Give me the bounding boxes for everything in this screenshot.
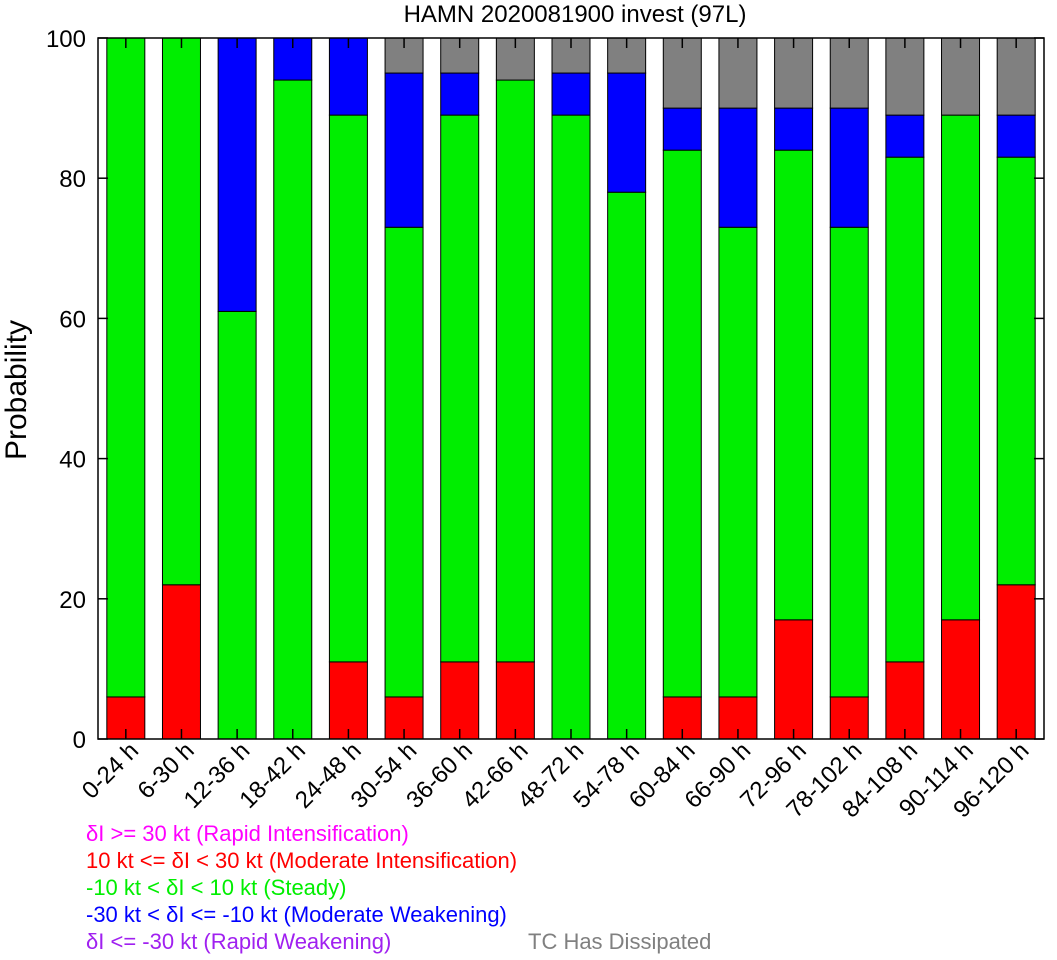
y-tick-label: 40 [59, 447, 86, 474]
bar-segment-12-3 [774, 107, 814, 151]
legend-moderate-intensification: 10 kt <= δI < 30 kt (Moderate Intensific… [86, 848, 518, 873]
bar-segment-6-5 [440, 37, 480, 74]
bar-segment-5-5 [384, 37, 424, 74]
bar-segment-16-2 [996, 156, 1036, 586]
bar-segment-4-2 [328, 114, 368, 663]
bar-segment-3-2 [273, 79, 313, 740]
bar-segment-8-3 [551, 72, 591, 116]
bar-segment-7-1 [495, 661, 535, 740]
bar-segment-8-2 [551, 114, 591, 740]
bar-segment-7-2 [495, 79, 535, 663]
bar-segment-6-1 [440, 661, 480, 740]
bar-segment-9-2 [607, 191, 647, 740]
bar-segment-15-1 [941, 619, 981, 740]
bar-segment-12-1 [774, 619, 814, 740]
chart-title: HAMN 2020081900 invest (97L) [404, 1, 747, 28]
legend-dissipated: TC Has Dissipated [528, 929, 712, 954]
bar-segment-4-3 [328, 37, 368, 116]
bar-segment-14-1 [885, 661, 925, 740]
y-tick-label: 100 [46, 26, 86, 53]
y-tick-label: 20 [59, 587, 86, 614]
bar-segment-12-5 [774, 37, 814, 109]
bar-segment-14-3 [885, 114, 925, 158]
bar-segment-13-3 [829, 107, 869, 228]
bar-segment-11-5 [718, 37, 758, 109]
bar-segment-14-5 [885, 37, 925, 116]
bar-segment-16-1 [996, 584, 1036, 740]
bar-segment-2-3 [217, 37, 257, 312]
bar-segment-6-3 [440, 72, 480, 116]
bar-segment-12-2 [774, 149, 814, 621]
legend-rapid-intensification: δI >= 30 kt (Rapid Intensification) [86, 821, 409, 846]
bar-segment-10-2 [662, 149, 702, 698]
bar-segment-6-2 [440, 114, 480, 663]
bar-segment-10-3 [662, 107, 702, 151]
bar-segment-15-2 [941, 114, 981, 621]
y-tick-label: 80 [59, 166, 86, 193]
bar-segment-9-3 [607, 72, 647, 193]
x-tick-label: 0-24 h [77, 737, 144, 804]
legend-moderate-weakening: -30 kt < δI <= -10 kt (Moderate Weakenin… [86, 902, 507, 927]
legend-rapid-weakening: δI <= -30 kt (Rapid Weakening) [86, 929, 392, 954]
y-tick-label: 60 [59, 306, 86, 333]
bar-segment-11-2 [718, 226, 758, 698]
bar-segment-0-2 [106, 37, 146, 698]
bar-segment-15-5 [941, 37, 981, 116]
bar-segment-2-2 [217, 310, 257, 740]
x-tick-labels: 0-24 h6-30 h12-36 h18-42 h24-48 h30-54 h… [77, 737, 1035, 823]
bar-segment-4-1 [328, 661, 368, 740]
bar-segment-1-2 [161, 37, 201, 586]
bars-group [106, 37, 1036, 740]
bar-segment-1-1 [161, 584, 201, 740]
y-tick-labels: 0 20 40 60 80 100 [46, 26, 86, 754]
bar-segment-11-3 [718, 107, 758, 228]
bar-segment-16-3 [996, 114, 1036, 158]
y-tick-label: 0 [73, 727, 86, 754]
legend-steady: -10 kt < δI < 10 kt (Steady) [86, 875, 347, 900]
bar-segment-10-5 [662, 37, 702, 109]
bar-segment-5-2 [384, 226, 424, 698]
y-axis-label: Probability [0, 320, 33, 460]
bar-segment-13-2 [829, 226, 869, 698]
bar-segment-16-5 [996, 37, 1036, 116]
axes-group [97, 37, 1045, 740]
bar-segment-14-2 [885, 156, 925, 663]
bar-segment-13-5 [829, 37, 869, 109]
bar-segment-5-3 [384, 72, 424, 228]
